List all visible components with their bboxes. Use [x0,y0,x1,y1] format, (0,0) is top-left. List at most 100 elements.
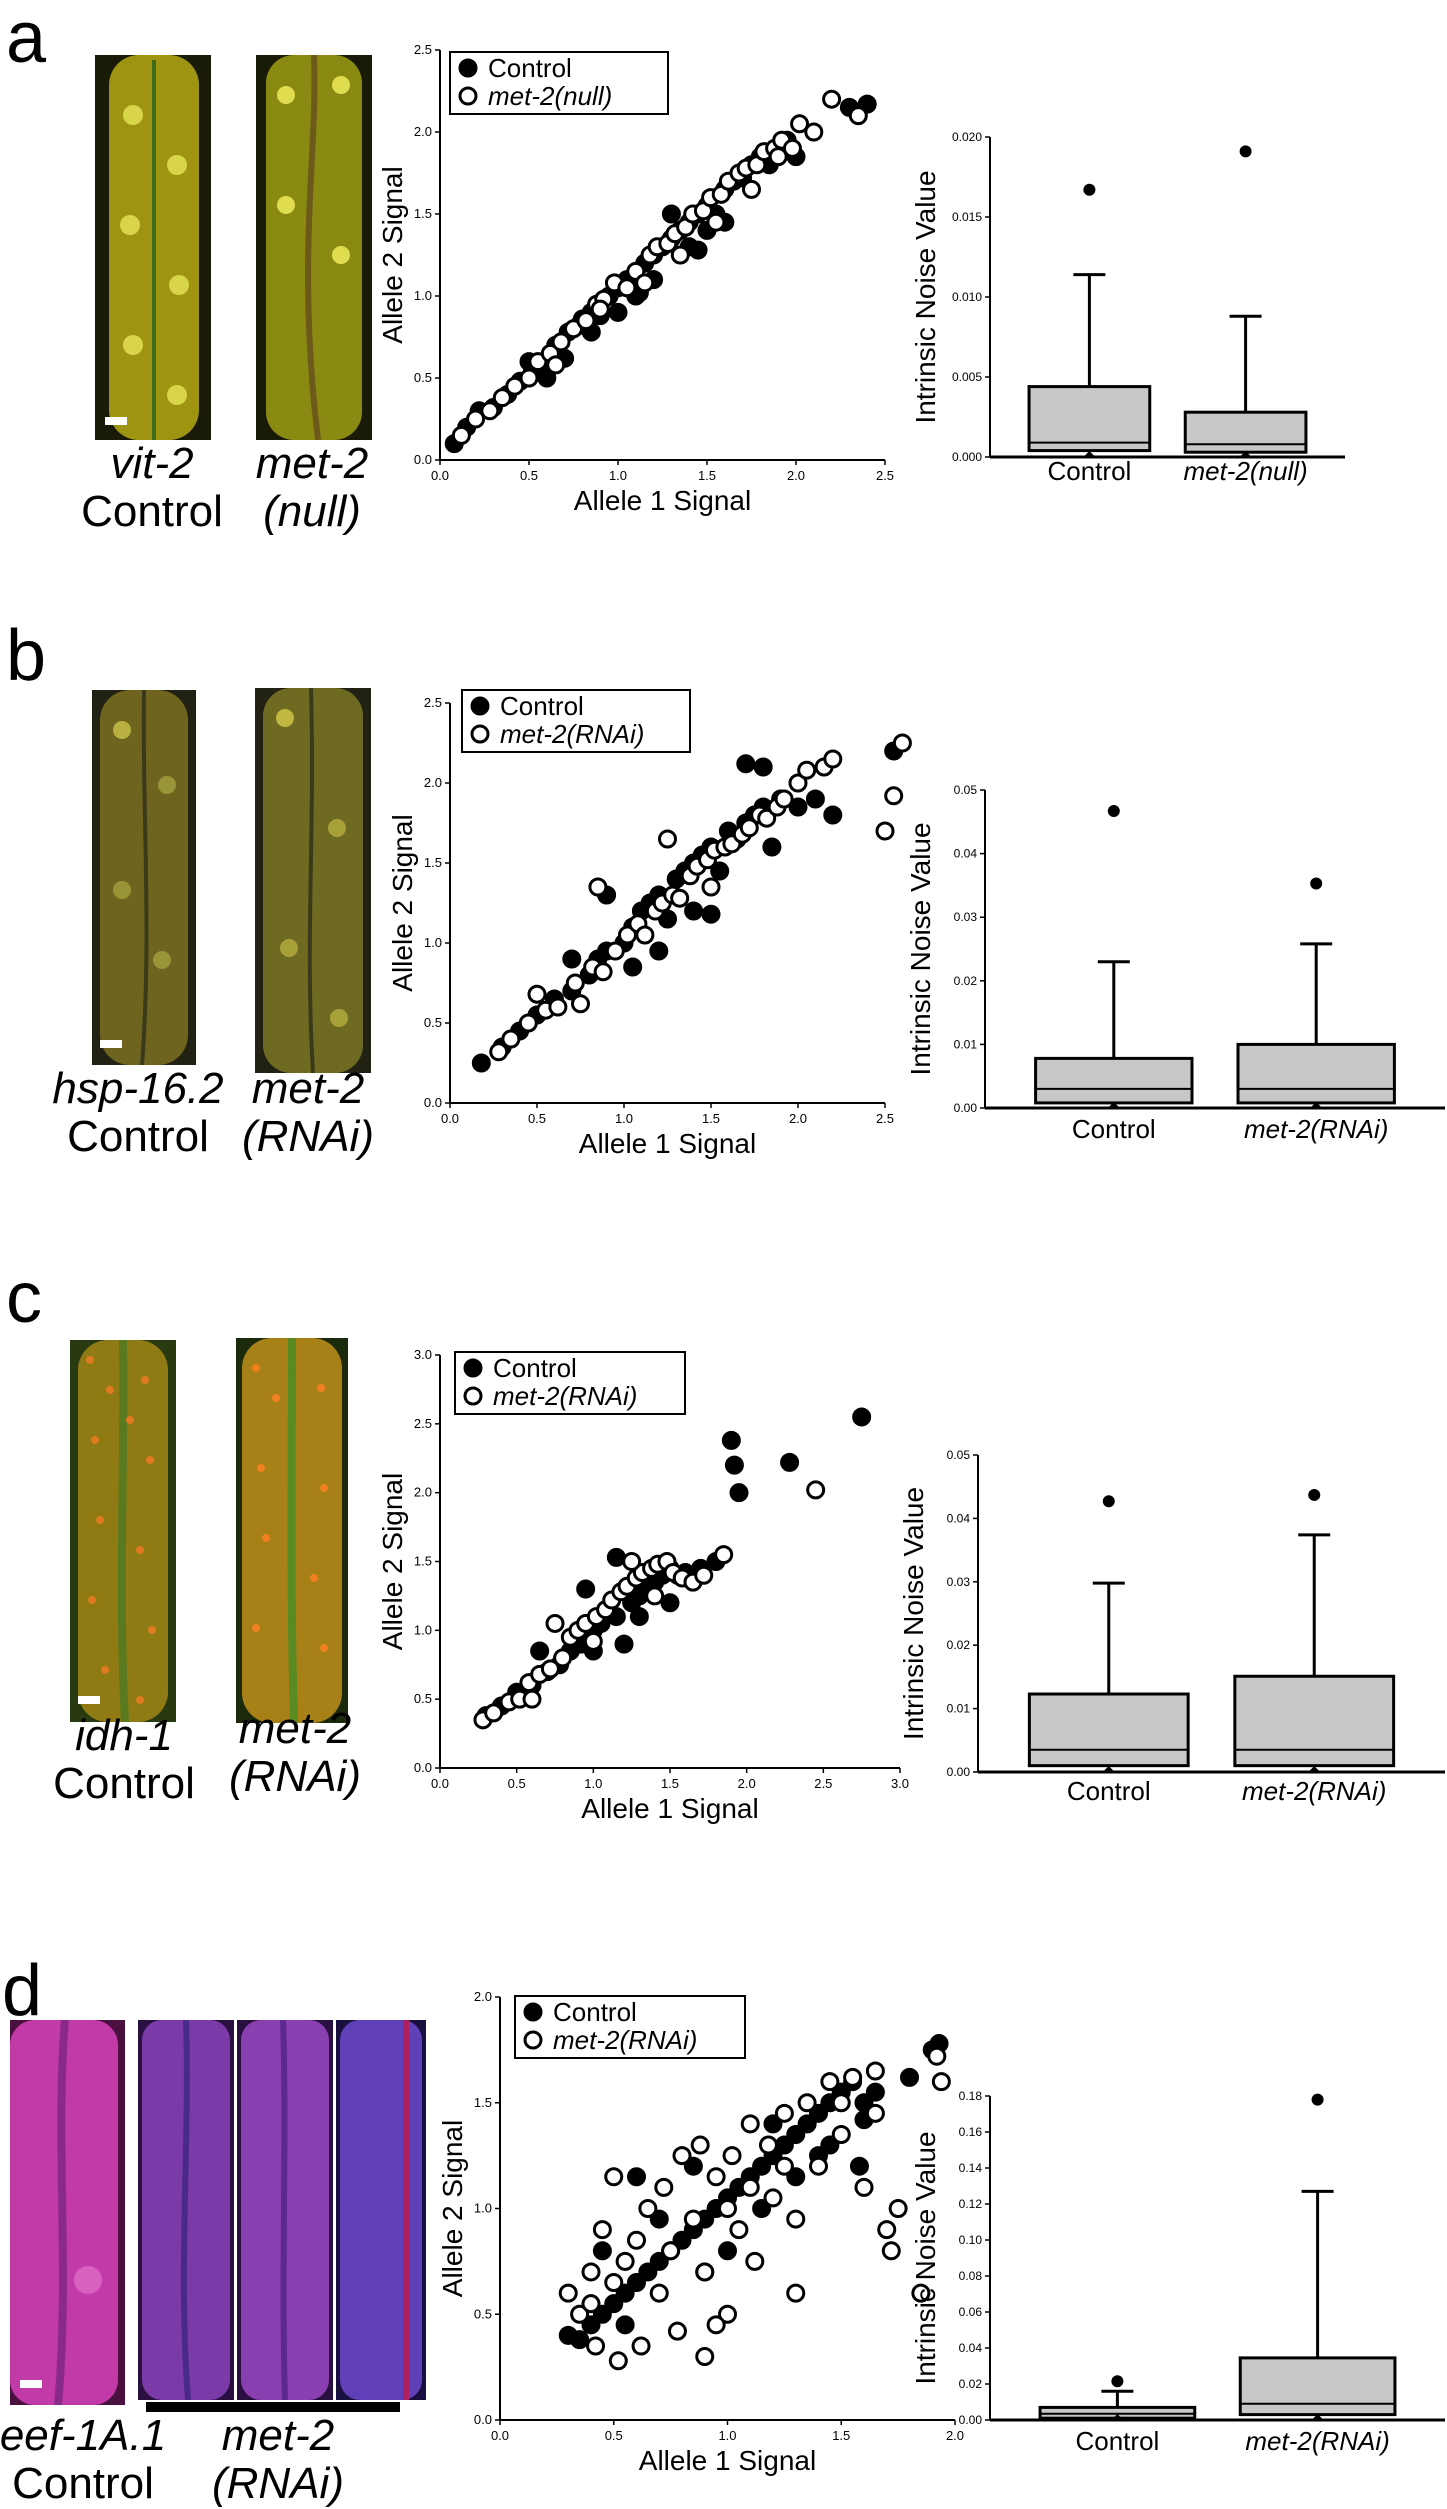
mutant-point [451,425,471,445]
y-tick-label: 0.00 [959,2413,983,2427]
mutant-point [518,1013,538,1033]
category-label: met-2(null) [1183,456,1307,486]
mutant-point [593,962,613,982]
legend-entry: met-2(RNAi) [500,719,644,749]
y-tick-label: 0.06 [959,2305,983,2319]
control-point [471,1053,491,1073]
mutant-point [690,2135,710,2155]
mutant-point [654,2177,674,2197]
y-tick-label: 0.05 [947,1448,971,1462]
control-point [805,789,825,809]
mutant-point [848,106,868,126]
control-point [592,2304,612,2324]
y-tick-label: 0.0 [414,452,432,467]
legend-entry: Control [493,1353,577,1383]
control-point [786,2124,806,2144]
y-tick-label: 0.16 [959,2125,983,2139]
mutant-point [570,2304,590,2324]
y-tick-label: 1.5 [474,2095,492,2110]
mutant-point [617,278,637,298]
worm-image-a1 [95,55,211,440]
legend-box [449,51,669,115]
mutant-point [553,1648,573,1668]
control-point [684,901,704,921]
control-point [900,2067,919,2087]
mutant-point [718,2199,737,2218]
control-point [752,2199,772,2218]
mutant-point [590,299,610,319]
x-tick-label: 0.0 [491,2428,509,2443]
mutant-point [877,2220,897,2240]
mutant-point [551,332,571,352]
micrograph-mutant-a [256,55,372,440]
control-point [718,2241,737,2261]
mutant-point [706,2315,726,2335]
mutant-point [661,2241,681,2261]
mutant-point [548,997,568,1017]
y-tick-label: 0.04 [947,1511,971,1525]
mutant-point [931,2072,951,2092]
y-tick-label: 0.5 [424,1015,442,1030]
mutant-point [546,355,566,375]
legend-entry: Control [553,1997,637,2027]
legend-entry: met-2(null) [488,81,612,111]
x-tick-label: 2.5 [876,1111,894,1126]
caption-mutant-gene-d: met-2 [221,2411,335,2460]
outlier-point [1310,877,1323,890]
x-tick-label: 1.5 [832,2428,850,2443]
control-point [623,957,643,977]
legend-entry: met-2(RNAi) [493,1381,637,1411]
y-tick-label: 2.5 [414,42,432,57]
mutant-point [927,2046,947,2066]
control-point [823,805,843,825]
mutant-point [622,1552,642,1571]
mutant-point [881,2241,901,2261]
y-tick-label: 1.5 [414,206,432,221]
x-tick-label: 1.0 [615,1111,633,1126]
caption-condition-c: Control [53,1759,195,1809]
mutant-point [694,1565,714,1585]
y-tick-label: 0.01 [954,1037,978,1051]
mutant-point [658,829,677,849]
caption-gene-a: vit-2 [110,439,194,488]
category-label: Control [1047,456,1131,486]
mutant-point [888,2199,908,2218]
control-point [615,2315,635,2335]
caption-control-a: vit-2 Control [52,439,252,537]
control-point [721,1430,741,1450]
mutant-point [757,808,777,828]
mutant-point [608,2351,628,2371]
legend-marker [523,2002,543,2022]
legend-marker [463,1358,483,1378]
micrograph-control-a [95,55,211,440]
mutant-point [768,147,788,167]
mutant-point [581,2262,601,2282]
mutant-point [718,2304,737,2324]
control-point [562,949,582,969]
control-point [638,2262,658,2282]
caption-mutant-cond-b: (RNAi) [242,1112,374,1162]
mutant-point [638,2199,658,2218]
mutant-point [831,2093,851,2113]
mutant-point [522,1689,542,1709]
category-label: Control [1075,2426,1159,2456]
mutant-point [809,2156,828,2176]
mutant-point [583,1631,603,1651]
y-tick-label: 0.05 [954,783,978,797]
micrograph-control-d [10,2020,125,2405]
control-point [710,861,730,881]
mutant-point [758,2135,778,2155]
y-tick-label: 0.04 [954,847,978,861]
worm-image-d3 [237,2020,333,2400]
y-axis-label: Allele 2 Signal [377,166,408,343]
y-tick-label: 1.0 [474,2201,492,2216]
x-tick-label: 0.5 [528,1111,546,1126]
legend-marker [470,724,490,744]
mutant-point [701,877,721,897]
mutant-point [797,2093,817,2113]
mutant-point [631,2336,651,2356]
y-tick-label: 0.020 [952,130,982,144]
control-point [604,2294,624,2314]
box-min-marker [1111,2414,1124,2420]
